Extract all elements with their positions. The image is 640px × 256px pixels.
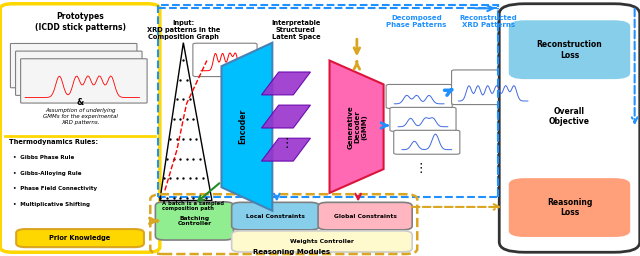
FancyBboxPatch shape: [499, 4, 640, 252]
Text: ⋮: ⋮: [280, 137, 292, 150]
Text: Reasoning
Loss: Reasoning Loss: [547, 198, 592, 217]
Text: •  Gibbs-Alloying Rule: • Gibbs-Alloying Rule: [13, 170, 81, 176]
Text: Global Constraints: Global Constraints: [333, 214, 397, 219]
FancyBboxPatch shape: [0, 4, 160, 252]
Text: Input:
XRD patterns in the
Composition Graph: Input: XRD patterns in the Composition G…: [147, 20, 220, 40]
Text: Reconstructed
XRD Patterns: Reconstructed XRD Patterns: [460, 15, 517, 28]
Text: Thermodynamics Rules:: Thermodynamics Rules:: [9, 140, 99, 145]
Text: Prototypes
(ICDD stick patterns): Prototypes (ICDD stick patterns): [35, 12, 125, 31]
FancyBboxPatch shape: [16, 229, 144, 247]
FancyBboxPatch shape: [390, 107, 456, 131]
Text: Encoder: Encoder: [238, 109, 247, 144]
Polygon shape: [330, 60, 383, 193]
Text: •  Phase Field Connectivity: • Phase Field Connectivity: [13, 186, 97, 191]
FancyBboxPatch shape: [193, 43, 257, 77]
Text: Local Constraints: Local Constraints: [246, 214, 305, 219]
Text: Reconstruction
Loss: Reconstruction Loss: [536, 40, 602, 60]
Text: Weights Controller: Weights Controller: [290, 239, 354, 244]
Text: •  Gibbs Phase Rule: • Gibbs Phase Rule: [13, 155, 74, 160]
Text: Generative
Decoder
(GMM): Generative Decoder (GMM): [348, 105, 367, 148]
FancyBboxPatch shape: [232, 202, 319, 230]
FancyBboxPatch shape: [509, 178, 630, 237]
Text: Overall
Objective: Overall Objective: [549, 107, 590, 126]
Text: &: &: [76, 98, 84, 107]
FancyBboxPatch shape: [509, 20, 630, 79]
Polygon shape: [262, 105, 310, 128]
FancyBboxPatch shape: [20, 59, 147, 103]
Polygon shape: [262, 138, 310, 161]
FancyBboxPatch shape: [452, 70, 535, 104]
Text: Reasoning Modules: Reasoning Modules: [253, 249, 330, 255]
FancyBboxPatch shape: [318, 202, 412, 230]
FancyBboxPatch shape: [386, 84, 452, 108]
FancyBboxPatch shape: [15, 51, 142, 95]
FancyBboxPatch shape: [156, 202, 234, 240]
Text: Decomposed
Phase Patterns: Decomposed Phase Patterns: [387, 15, 447, 28]
Polygon shape: [262, 72, 310, 95]
FancyBboxPatch shape: [394, 130, 460, 154]
Text: Interpretable
Structured
Latent Space: Interpretable Structured Latent Space: [271, 20, 321, 40]
Text: Batching
Controller: Batching Controller: [177, 216, 212, 226]
Polygon shape: [221, 43, 273, 211]
Text: A batch is a sampled
composition path: A batch is a sampled composition path: [163, 200, 225, 211]
Text: Assumption of underlying
GMMs for the experimental
XRD patterns.: Assumption of underlying GMMs for the ex…: [43, 108, 118, 125]
FancyBboxPatch shape: [10, 44, 137, 88]
Text: Prior Knowledge: Prior Knowledge: [49, 235, 111, 241]
Text: ⋮: ⋮: [414, 162, 427, 175]
FancyBboxPatch shape: [232, 231, 412, 252]
Text: •  Multiplicative Shifting: • Multiplicative Shifting: [13, 202, 90, 207]
